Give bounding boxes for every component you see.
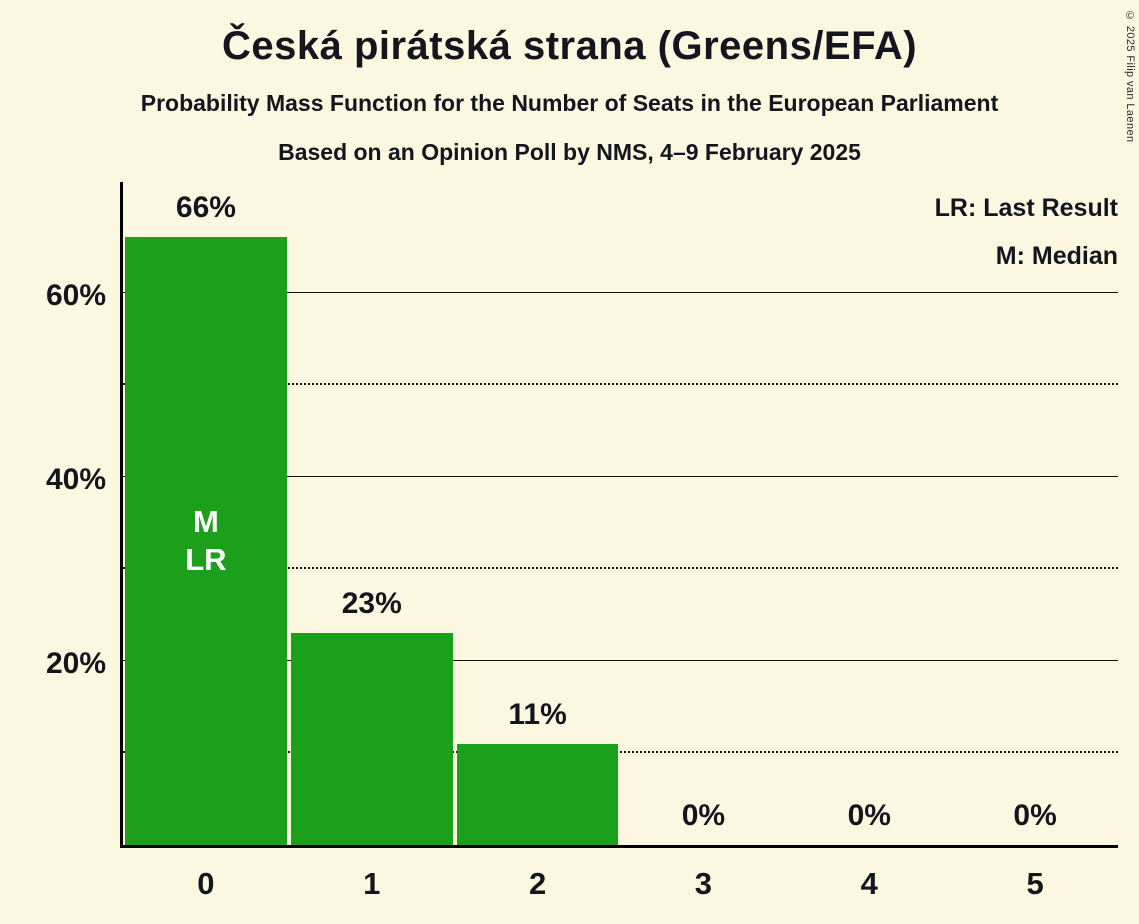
copyright-notice: © 2025 Filip van Laenen <box>1124 10 1136 143</box>
y-axis-label-40: 40% <box>45 462 106 496</box>
bar-seats-0 <box>125 237 287 845</box>
y-axis-labels: 20% 40% 60% <box>0 182 106 848</box>
annotation-line-m: M <box>193 504 219 540</box>
bar-value-label-seats-3: 0% <box>681 799 726 832</box>
chart-title: Česká pirátská strana (Greens/EFA) <box>221 24 918 68</box>
bar-value-label-seats-0: 66% <box>175 191 236 225</box>
plot-area: 66% 23% 11% 0% 0% 0% M LR <box>120 182 1118 848</box>
bar-value-label-seats-2: 11% <box>508 697 567 731</box>
x-axis-label-5: 5 <box>1026 866 1044 901</box>
gridline-dotted-10 <box>123 750 1118 753</box>
bar-seats-2 <box>456 743 619 845</box>
x-axis-label-3: 3 <box>694 866 713 901</box>
gridline-solid-40 <box>123 475 1118 477</box>
chart-legend: LR: Last Result M: Median <box>935 184 1118 280</box>
bar-seats-1 <box>290 633 453 845</box>
legend-median: M: Median <box>995 242 1118 270</box>
chart-subtitle-poll-info: Based on an Opinion Poll by NMS, 4–9 Feb… <box>278 139 861 165</box>
x-axis-label-0: 0 <box>197 866 215 901</box>
gridline-dotted-30 <box>123 566 1118 569</box>
bar-value-label-seats-5: 0% <box>1013 799 1057 832</box>
x-axis-label-2: 2 <box>528 866 547 901</box>
x-axis-label-4: 4 <box>860 866 878 901</box>
annotation-line-lr: LR <box>185 542 227 578</box>
bar-annotation-median-last-result: M LR <box>123 503 289 579</box>
gridline-solid-60 <box>123 291 1118 293</box>
legend-last-result: LR: Last Result <box>934 194 1118 222</box>
x-axis-label-1: 1 <box>363 866 381 901</box>
chart-subtitle: Probability Mass Function for the Number… <box>140 90 999 116</box>
gridline-solid-20 <box>123 659 1118 661</box>
x-axis-labels: 0 1 2 3 4 5 <box>123 866 1118 912</box>
gridline-dotted-50 <box>123 382 1118 385</box>
bar-value-label-seats-4: 0% <box>847 799 891 832</box>
y-axis-label-20: 20% <box>45 646 106 680</box>
bar-value-label-seats-1: 23% <box>341 587 402 621</box>
y-axis-label-60: 60% <box>45 278 106 312</box>
